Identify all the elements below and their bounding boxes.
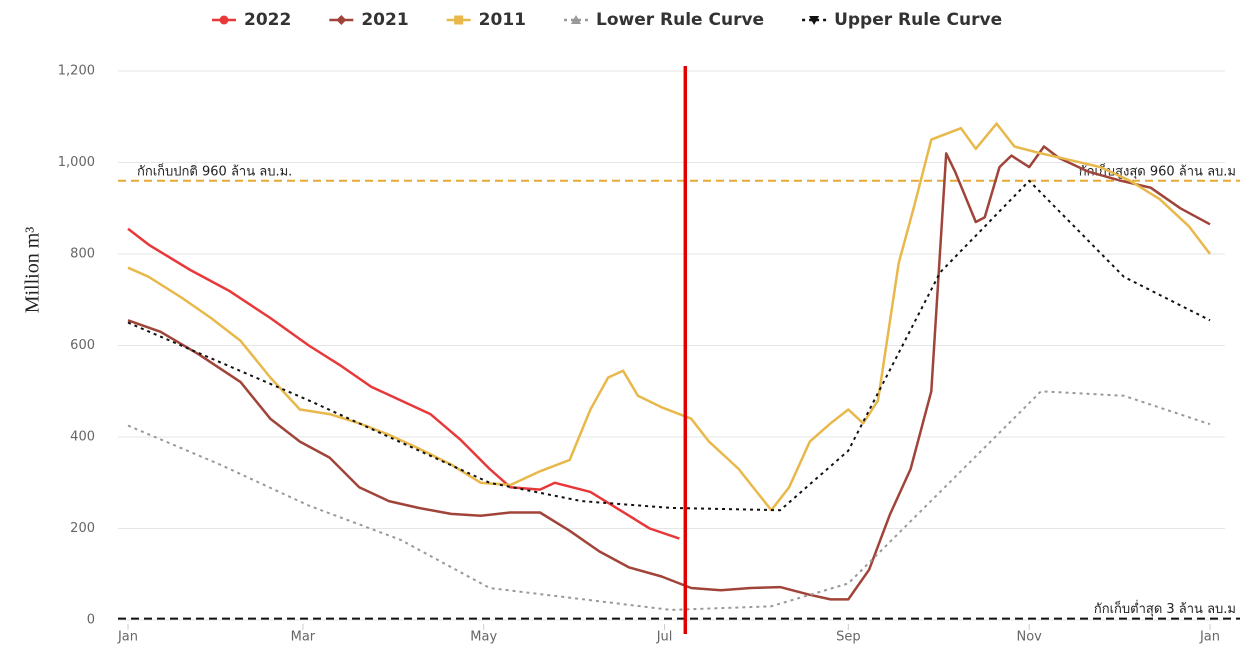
- x-tick-label: May: [470, 630, 497, 645]
- x-tick-label: Jul: [656, 630, 673, 645]
- y-tick-label: 0: [87, 613, 95, 628]
- legend-label: 2022: [244, 10, 291, 30]
- series-line: [127, 227, 680, 540]
- y-tick-label: 400: [70, 430, 95, 445]
- y-axis-label: Million m³: [22, 227, 44, 314]
- legend-marker: [219, 15, 229, 25]
- series-line: [127, 179, 1211, 512]
- legend-marker: [336, 15, 347, 25]
- series-line: [127, 390, 1211, 611]
- y-tick-label: 1,200: [58, 64, 95, 79]
- reference-label: กักเก็บปกติ 960 ล้าน ลบ.ม.: [137, 161, 292, 179]
- legend-label: 2011: [479, 10, 526, 30]
- y-tick-label: 600: [70, 338, 95, 353]
- legend-marker: [809, 16, 820, 25]
- series-line: [127, 122, 1211, 512]
- y-tick-label: 200: [70, 521, 95, 536]
- legend-label: 2021: [361, 10, 408, 30]
- y-tick-label: 800: [70, 247, 95, 262]
- legend-marker: [454, 15, 464, 25]
- legend-marker: [570, 15, 581, 24]
- x-tick-label: Jan: [1199, 630, 1220, 645]
- x-tick-label: Jan: [117, 630, 138, 645]
- series-line: [127, 145, 1211, 601]
- x-tick-label: Nov: [1016, 630, 1042, 645]
- reference-label: กักเก็บต่ำสุด 3 ล้าน ลบ.ม: [1094, 599, 1236, 617]
- y-tick-label: 1,000: [58, 155, 95, 170]
- x-tick-label: Sep: [836, 630, 861, 645]
- legend-label: Lower Rule Curve: [596, 10, 764, 30]
- x-tick-label: Mar: [291, 630, 316, 645]
- legend-label: Upper Rule Curve: [834, 10, 1002, 30]
